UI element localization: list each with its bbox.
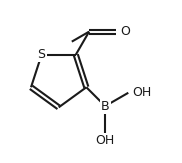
Text: S: S (37, 48, 46, 61)
Text: O: O (120, 25, 130, 38)
Text: OH: OH (132, 86, 152, 99)
Text: B: B (101, 100, 110, 113)
Text: OH: OH (96, 134, 115, 147)
